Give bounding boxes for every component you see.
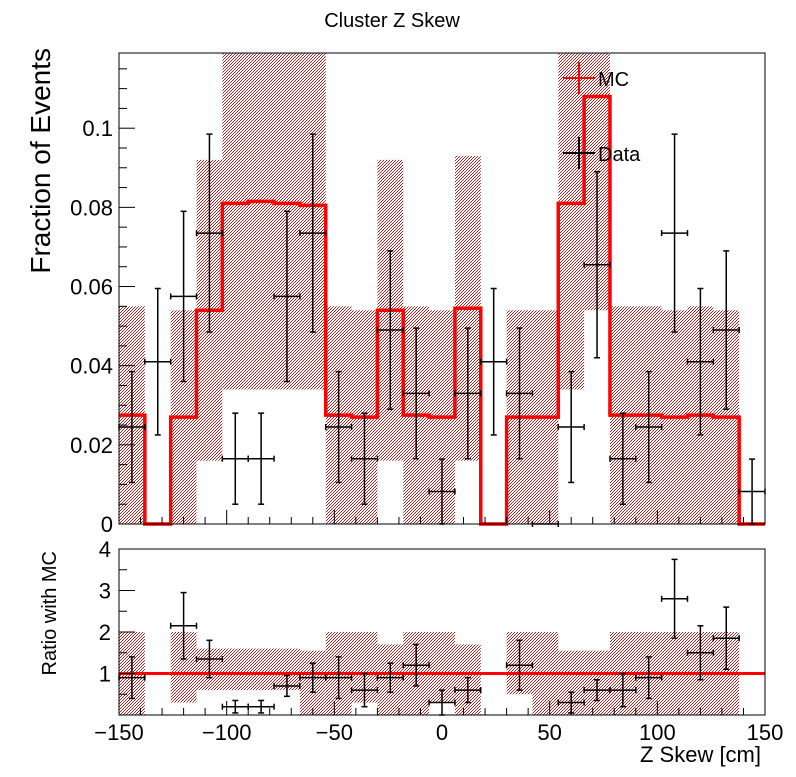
data-point <box>195 133 224 333</box>
ratio-point <box>195 639 224 679</box>
ratio-y-tick-label: 4 <box>99 537 111 562</box>
legend-entry-data: Data <box>563 137 641 169</box>
ratio-point <box>169 591 198 660</box>
ratio-point <box>505 639 534 691</box>
x-tick-label: 0 <box>436 720 448 745</box>
x-tick-label: 50 <box>537 720 561 745</box>
data-point <box>273 210 301 383</box>
ratio-point <box>686 625 715 681</box>
ratio-point <box>635 656 663 700</box>
ratio-band-bin <box>248 648 275 691</box>
legend-data-label: Data <box>598 144 641 166</box>
data-point <box>144 287 172 436</box>
x-axis: −150 −100 −50 0 50 100 150 <box>94 510 783 745</box>
mc-band-bin <box>248 53 275 390</box>
data-point <box>169 210 198 383</box>
data-point <box>686 287 715 436</box>
x-axis-label: Z Skew [cm] <box>640 742 761 767</box>
data-point <box>712 250 740 410</box>
ratio-point <box>454 676 482 704</box>
data-point <box>247 412 275 505</box>
x-tick-label: −150 <box>94 720 144 745</box>
main-y-tick-label: 0.04 <box>70 354 113 379</box>
data-point <box>660 133 689 333</box>
data-point <box>583 170 611 359</box>
ratio-y-tick-label: 2 <box>99 620 111 645</box>
x-tick-label: −50 <box>316 720 353 745</box>
data-point <box>454 327 482 460</box>
data-point <box>480 287 508 436</box>
ratio-y-tick-label: 3 <box>99 579 111 604</box>
main-y-tick-label: 0.02 <box>70 433 113 458</box>
data-points <box>118 133 766 527</box>
ratio-y-tick-label: 1 <box>99 662 111 687</box>
mc-step-line <box>119 94 765 526</box>
main-y-tick-label: 0.1 <box>82 116 113 141</box>
legend-entry-mc: MC <box>563 62 629 94</box>
ratio-points <box>118 558 740 716</box>
chart-title: Cluster Z Skew <box>324 10 460 32</box>
mc-histogram <box>119 94 765 526</box>
ratio-point <box>324 656 353 700</box>
data-point <box>609 412 637 505</box>
main-y-tick-label: 0.06 <box>70 275 113 300</box>
x-tick-label: 100 <box>639 720 676 745</box>
mc-uncertainty-band <box>119 53 740 524</box>
data-point <box>324 370 353 484</box>
main-y-tick-label: 0 <box>101 512 113 537</box>
data-point <box>635 370 663 484</box>
x-tick-label: 150 <box>747 720 784 745</box>
ratio-uncertainty-band <box>119 632 740 715</box>
main-plot: 0 0.02 0.04 0.06 0.08 0.1 Fraction of Events <box>25 48 766 537</box>
data-point <box>376 250 404 410</box>
data-point <box>350 412 379 505</box>
ratio-plot: 1 2 3 4 Ratio with MC <box>39 537 766 716</box>
mc-band-bin <box>558 53 585 390</box>
mc-band-bin <box>222 53 249 390</box>
legend-mc-label: MC <box>598 69 629 91</box>
main-y-tick-label: 0.08 <box>70 195 113 220</box>
ratio-point <box>712 606 740 671</box>
main-axes: 0 0.02 0.04 0.06 0.08 0.1 <box>70 68 135 537</box>
data-point <box>299 133 327 333</box>
data-point <box>402 327 430 460</box>
main-y-axis-label: Fraction of Events <box>25 48 56 274</box>
ratio-point <box>376 662 404 693</box>
ratio-point <box>402 643 430 687</box>
x-tick-label: −100 <box>202 720 252 745</box>
legend: MC Data <box>563 62 641 169</box>
data-point <box>738 458 766 525</box>
ratio-point <box>660 558 689 639</box>
ratio-point <box>299 662 327 693</box>
ratio-point <box>350 672 379 708</box>
ratio-axes: 1 2 3 4 <box>99 537 135 716</box>
ratio-point <box>609 672 637 708</box>
data-point <box>505 327 534 460</box>
ratio-y-axis-label: Ratio with MC <box>39 551 61 675</box>
ratio-band-bin <box>222 648 249 691</box>
ratio-point <box>273 674 301 698</box>
ratio-point <box>247 699 275 714</box>
data-point <box>557 370 585 484</box>
data-point <box>221 412 249 505</box>
